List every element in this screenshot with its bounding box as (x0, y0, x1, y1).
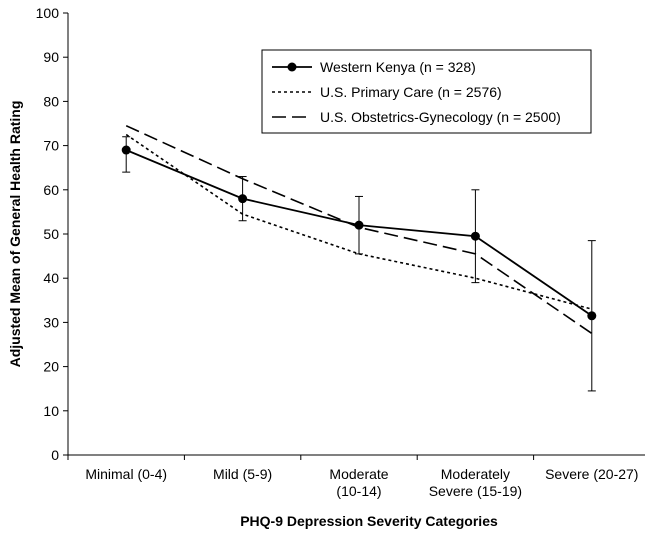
x-tick-label: Moderate (329, 466, 388, 482)
y-tick-label: 70 (43, 138, 59, 154)
error-bars (122, 136, 596, 392)
legend-label: Western Kenya (n = 328) (320, 59, 476, 75)
x-axis-title: PHQ-9 Depression Severity Categories (240, 513, 498, 529)
data-point (354, 220, 364, 230)
data-point (238, 194, 248, 204)
series-line-3 (125, 124, 593, 335)
y-tick-label: 40 (43, 270, 59, 286)
y-tick-label: 80 (43, 93, 59, 109)
y-tick-label: 20 (43, 359, 59, 375)
y-tick-label: 50 (43, 226, 59, 242)
x-tick-label: Mild (5-9) (213, 466, 272, 482)
y-tick-label: 0 (51, 447, 59, 463)
legend-marker (287, 62, 297, 72)
legend-box (261, 49, 592, 134)
y-tick-label: 30 (43, 314, 59, 330)
x-tick-label: Severe (20-27) (545, 466, 638, 482)
x-tick-label: (10-14) (336, 483, 381, 499)
y-tick-label: 100 (36, 5, 60, 21)
legend-label: U.S. Obstetrics-Gynecology (n = 2500) (320, 109, 561, 125)
data-point (470, 231, 480, 241)
series-line-2 (125, 133, 593, 310)
data-point (587, 311, 597, 321)
x-tick-label: Moderately (441, 466, 510, 482)
x-tick-label: Minimal (0-4) (85, 466, 167, 482)
series-markers (121, 145, 597, 321)
data-point (121, 145, 131, 155)
y-axis-title: Adjusted Mean of General Health Rating (7, 101, 23, 368)
legend-label: U.S. Primary Care (n = 2576) (320, 84, 502, 100)
legend: Western Kenya (n = 328) U.S. Primary Care… (261, 49, 592, 134)
y-tick-label: 90 (43, 49, 59, 65)
y-tick-label: 10 (43, 403, 59, 419)
x-axis-ticks: Minimal (0-4) Mild (5-9) Moderate(10-14) Mo… (67, 455, 638, 499)
y-tick-label: 60 (43, 182, 59, 198)
x-tick-label: Severe (15-19) (429, 483, 522, 499)
y-axis-ticks: 0 10 20 30 40 50 60 70 80 90 100 (36, 5, 68, 463)
